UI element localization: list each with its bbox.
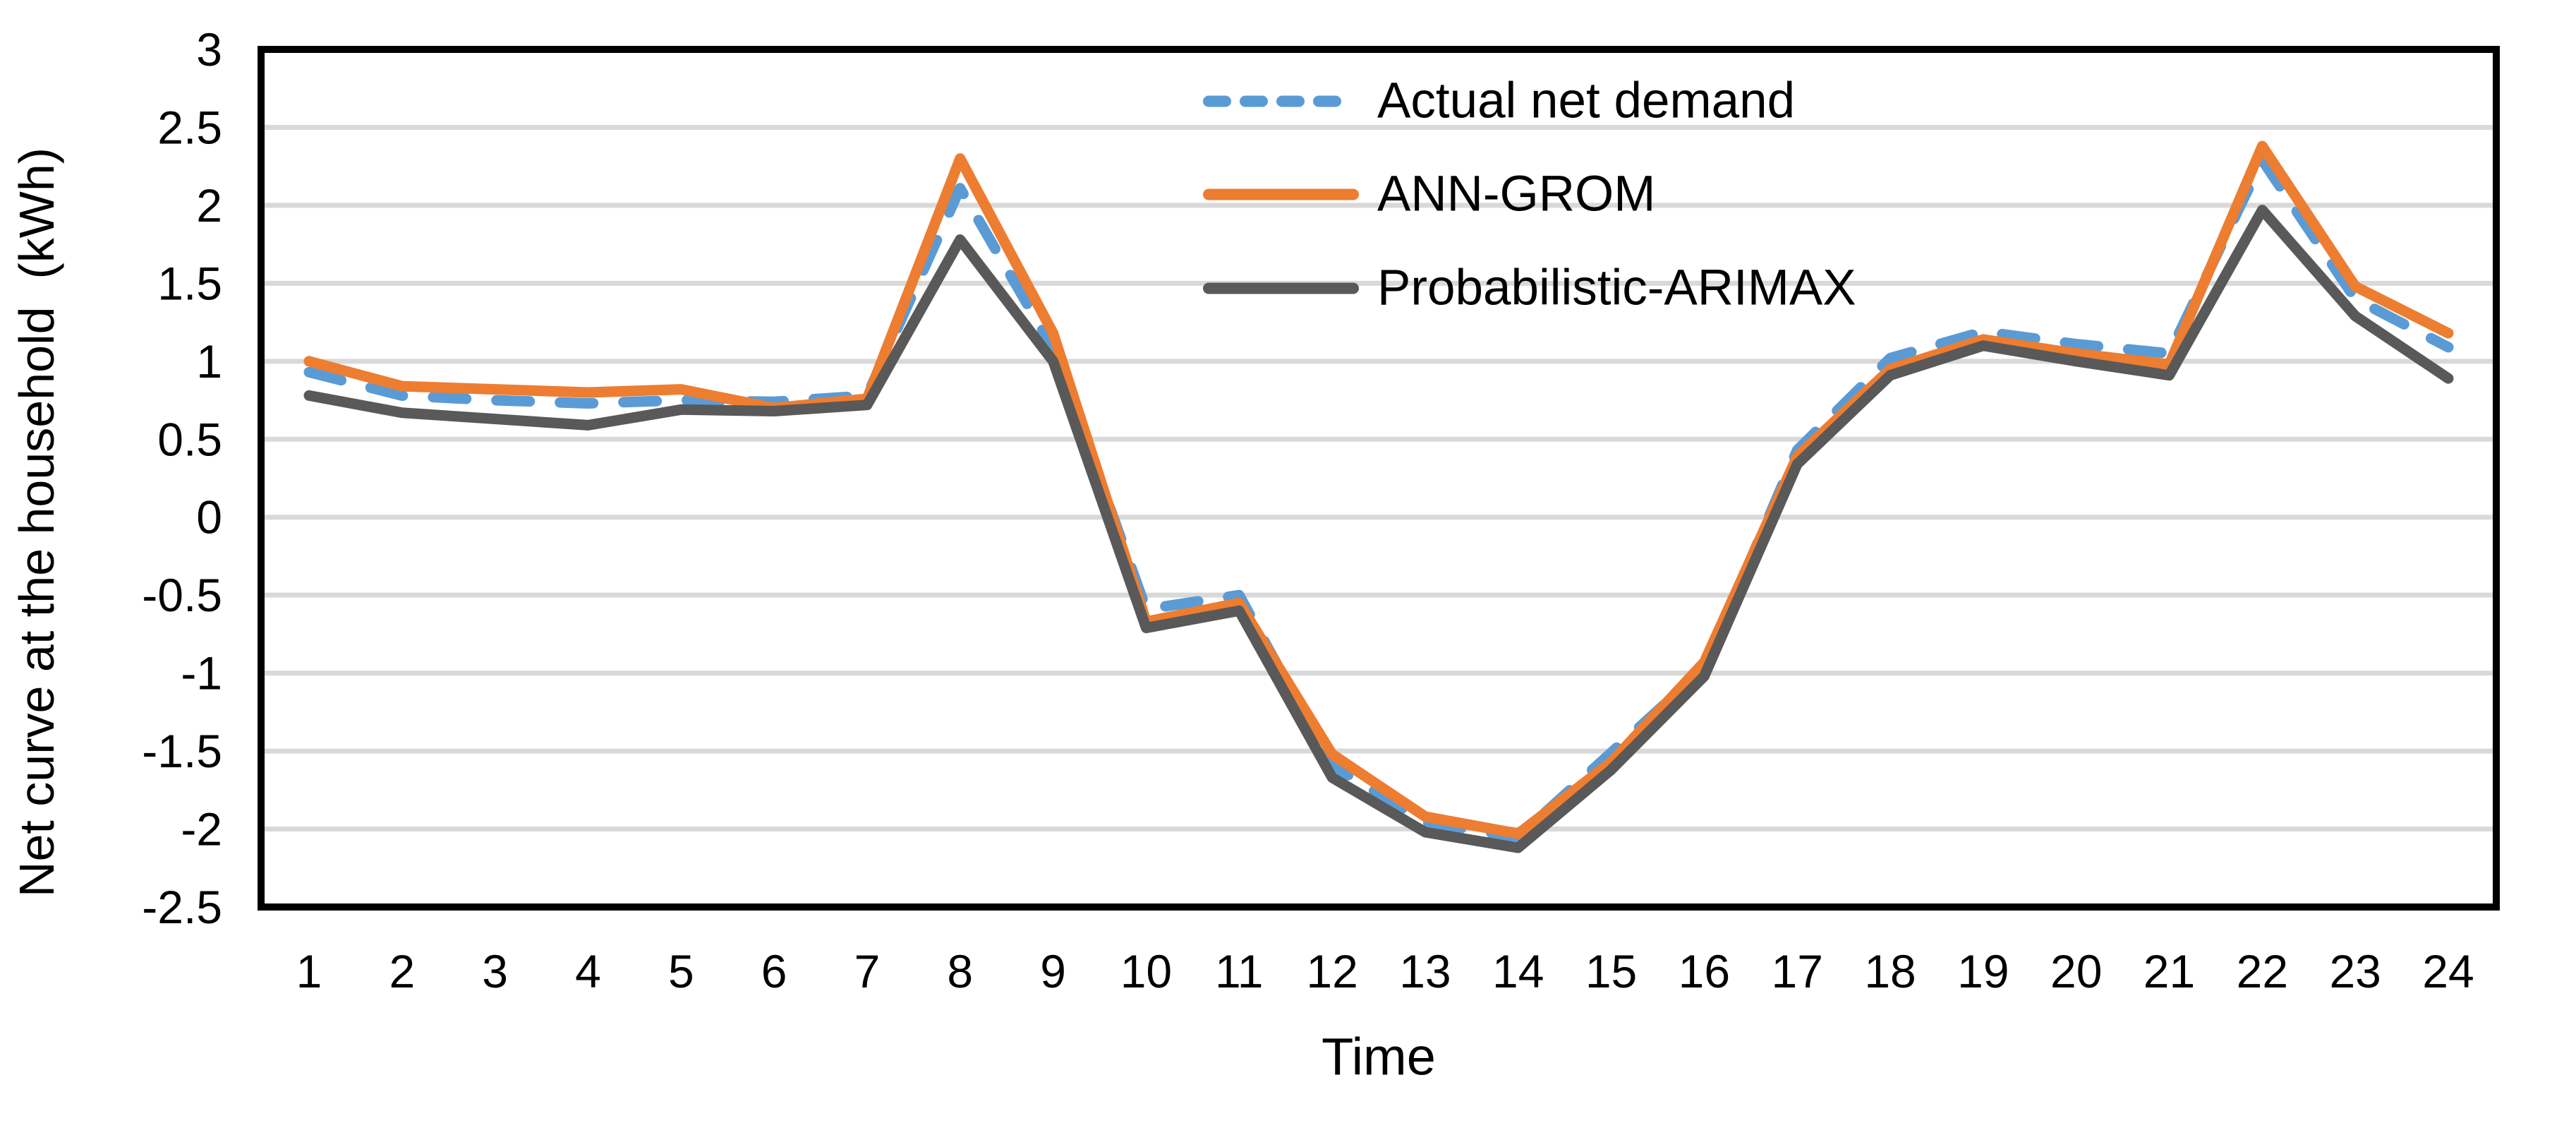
x-tick-label: 5	[668, 945, 694, 997]
y-tick-label: 0.5	[157, 413, 222, 465]
x-tick-label: 7	[854, 945, 881, 997]
legend-label: Probabilistic-ARIMAX	[1377, 260, 1856, 316]
y-tick-label: 2	[196, 179, 222, 232]
x-tick-label: 1	[296, 945, 322, 997]
plot-border	[258, 46, 2500, 911]
y-tick-label: 2.5	[157, 101, 222, 153]
x-tick-label: 11	[1215, 945, 1264, 997]
y-tick-label: 1	[196, 335, 222, 388]
y-tick-label: 1.5	[157, 257, 222, 309]
y-tick-label: -2.5	[142, 881, 222, 933]
x-tick-label: 20	[2050, 945, 2102, 997]
y-tick-label: -0.5	[142, 569, 222, 621]
legend-line-sample-dashed	[1203, 95, 1359, 107]
x-tick-label: 23	[2329, 945, 2381, 997]
x-tick-label: 2	[389, 945, 415, 997]
x-tick-label: 17	[1772, 945, 1823, 997]
legend-line-sample-solid	[1203, 188, 1359, 200]
x-tick-label: 3	[482, 945, 508, 997]
x-tick-label: 9	[1040, 945, 1066, 997]
x-tick-label: 21	[2143, 945, 2195, 997]
x-tick-label: 10	[1120, 945, 1172, 997]
x-axis-title: Time	[1322, 1027, 1436, 1086]
y-tick-label: -1.5	[142, 725, 222, 777]
legend-line-sample-solid	[1203, 282, 1359, 294]
series-line-1	[303, 140, 2454, 839]
x-tick-label: 14	[1492, 945, 1544, 997]
y-tick-label: -1	[181, 647, 222, 699]
x-tick-label: 24	[2422, 945, 2474, 997]
y-tick-label: 3	[196, 23, 222, 76]
x-tick-label: 15	[1585, 945, 1637, 997]
x-tick-label: 19	[1957, 945, 2009, 997]
series-line-2	[303, 205, 2454, 853]
legend-label: ANN-GROM	[1377, 166, 1656, 222]
y-axis-title: Net curve at the household (kWh)	[9, 147, 64, 898]
x-tick-label: 12	[1306, 945, 1357, 997]
x-tick-label: 4	[575, 945, 601, 997]
x-tick-label: 6	[761, 945, 787, 997]
legend-item-ann-grom: ANN-GROM	[1202, 166, 1655, 223]
x-tick-label: 8	[947, 945, 973, 997]
y-tick-label: 0	[196, 491, 222, 544]
x-tick-label: 22	[2237, 945, 2288, 997]
x-tick-label: 18	[1864, 945, 1916, 997]
legend-item-probabilistic-arimax: Probabilistic-ARIMAX	[1202, 260, 1856, 317]
legend-item-actual-net-demand: Actual net demand	[1202, 73, 1795, 130]
series-line-0	[303, 155, 2454, 843]
x-tick-label: 13	[1399, 945, 1451, 997]
x-tick-label: 16	[1679, 945, 1730, 997]
legend-label: Actual net demand	[1377, 73, 1796, 129]
y-tick-label: -2	[181, 803, 222, 855]
